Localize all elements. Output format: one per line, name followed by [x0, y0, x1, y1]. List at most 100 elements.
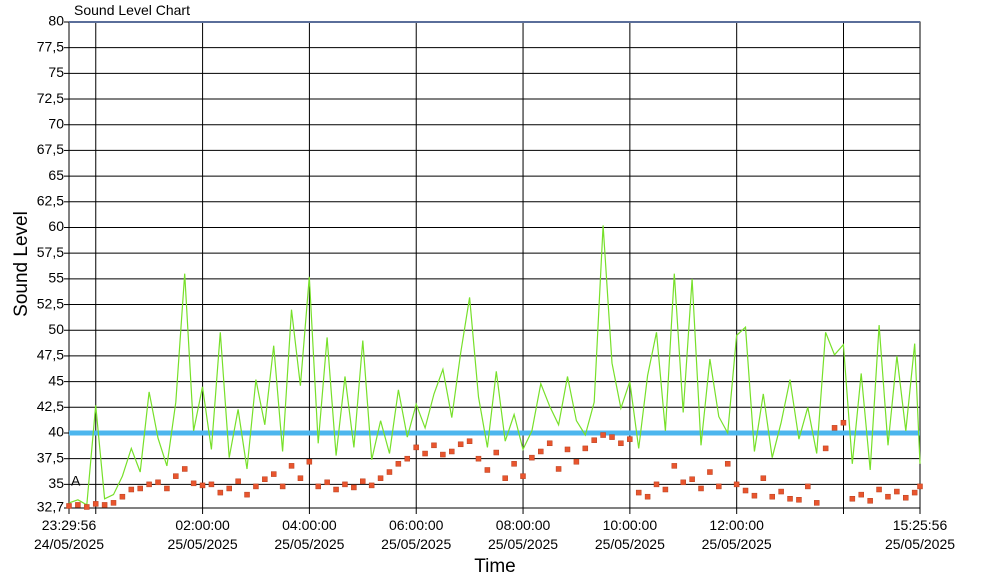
y-tick-label: 80 [48, 13, 64, 29]
y-tick-label: 32,7 [37, 499, 64, 515]
series-marker [155, 479, 161, 486]
series-marker [502, 475, 508, 481]
series-marker [707, 469, 713, 475]
series-marker [689, 476, 695, 482]
series-marker [146, 481, 152, 488]
series-marker [119, 493, 126, 500]
series-marker [208, 481, 215, 488]
series-marker [377, 475, 384, 481]
x-tick-label: 10:00:00 25/05/2025 [594, 517, 665, 552]
series-marker [101, 502, 108, 508]
series-marker [333, 486, 339, 493]
series-marker [742, 487, 749, 494]
series-marker [894, 488, 900, 495]
series-marker [288, 463, 295, 469]
series-marker [591, 437, 597, 443]
series-marker [84, 504, 90, 510]
series-marker [413, 444, 419, 451]
series-marker [813, 500, 820, 506]
series-line [68, 225, 921, 506]
series-marker [662, 486, 669, 493]
y-tick-label: 35 [48, 475, 64, 491]
y-tick-label: 77,5 [37, 38, 64, 54]
series-marker [475, 455, 482, 462]
series-marker [493, 449, 500, 456]
y-tick-label: 52,5 [37, 295, 64, 311]
series-marker [796, 497, 802, 503]
series-marker [75, 502, 81, 508]
series-marker [128, 486, 135, 493]
series-marker [110, 500, 117, 506]
y-tick-label: 60 [48, 218, 64, 234]
series-marker [627, 436, 633, 442]
series-marker [181, 466, 188, 472]
series-marker [564, 446, 571, 453]
series-marker [885, 493, 891, 500]
series-marker [618, 440, 624, 447]
y-tick-label: 42,5 [37, 398, 64, 414]
series-marker [653, 481, 660, 488]
series-marker [431, 442, 437, 449]
y-tick-label: 50 [48, 321, 64, 337]
series-marker [733, 481, 740, 488]
series-marker [306, 459, 313, 465]
series-marker [538, 448, 544, 455]
chart-title: Sound Level Chart [74, 2, 190, 18]
series-marker [529, 454, 535, 461]
series-marker [351, 484, 357, 491]
series-marker [698, 485, 704, 492]
series-marker [297, 475, 304, 481]
series-marker [199, 482, 206, 489]
y-tick-label: 40 [48, 424, 64, 440]
y-tick-label: 70 [48, 115, 64, 131]
series-marker [386, 469, 393, 475]
y-tick-label: 57,5 [37, 244, 64, 260]
series-marker [609, 434, 615, 440]
y-tick-label: 62,5 [37, 193, 64, 209]
series-marker [262, 476, 268, 482]
series-marker [520, 473, 526, 479]
y-tick-label: 55 [48, 270, 64, 286]
series-marker [92, 501, 99, 507]
series-marker [787, 496, 793, 502]
series-marker [769, 493, 775, 500]
series-marker [440, 451, 446, 458]
series-marker [555, 466, 562, 472]
series-marker [66, 503, 72, 509]
series-marker [822, 445, 829, 452]
series-marker [867, 498, 873, 504]
series-marker [911, 489, 918, 496]
series-marker [324, 479, 330, 486]
series-marker [279, 483, 286, 490]
series-marker [422, 450, 428, 457]
series-marker [466, 438, 473, 444]
series-marker [716, 483, 722, 490]
series-marker [751, 492, 758, 499]
series-marker [457, 441, 464, 448]
series-marker [778, 488, 784, 495]
series-marker [368, 482, 375, 489]
series-marker [831, 425, 838, 431]
series-marker [173, 473, 179, 479]
series-marker [449, 448, 455, 455]
x-tick-label: 12:00:00 25/05/2025 [701, 517, 772, 552]
x-tick-label: 08:00:00 25/05/2025 [487, 517, 559, 552]
x-tick-label: 04:00:00 25/05/2025 [274, 517, 345, 552]
y-tick-label: 37,5 [37, 449, 64, 465]
x-axis-label: Time [474, 556, 516, 577]
series-marker [573, 459, 580, 465]
series-marker [805, 483, 811, 490]
series-marker [360, 478, 366, 485]
annotation: A [71, 473, 81, 489]
x-tick-label: 23:29:56 24/05/2025 [33, 517, 105, 552]
series-marker [484, 467, 491, 473]
series-marker [680, 479, 686, 486]
series-marker [546, 440, 553, 447]
y-tick-label: 47,5 [37, 347, 64, 363]
y-axis-label: Sound Level [11, 211, 32, 317]
series-marker [635, 489, 642, 496]
series-marker [840, 419, 847, 426]
x-tick-label: 15:25:56 25/05/2025 [884, 517, 956, 552]
